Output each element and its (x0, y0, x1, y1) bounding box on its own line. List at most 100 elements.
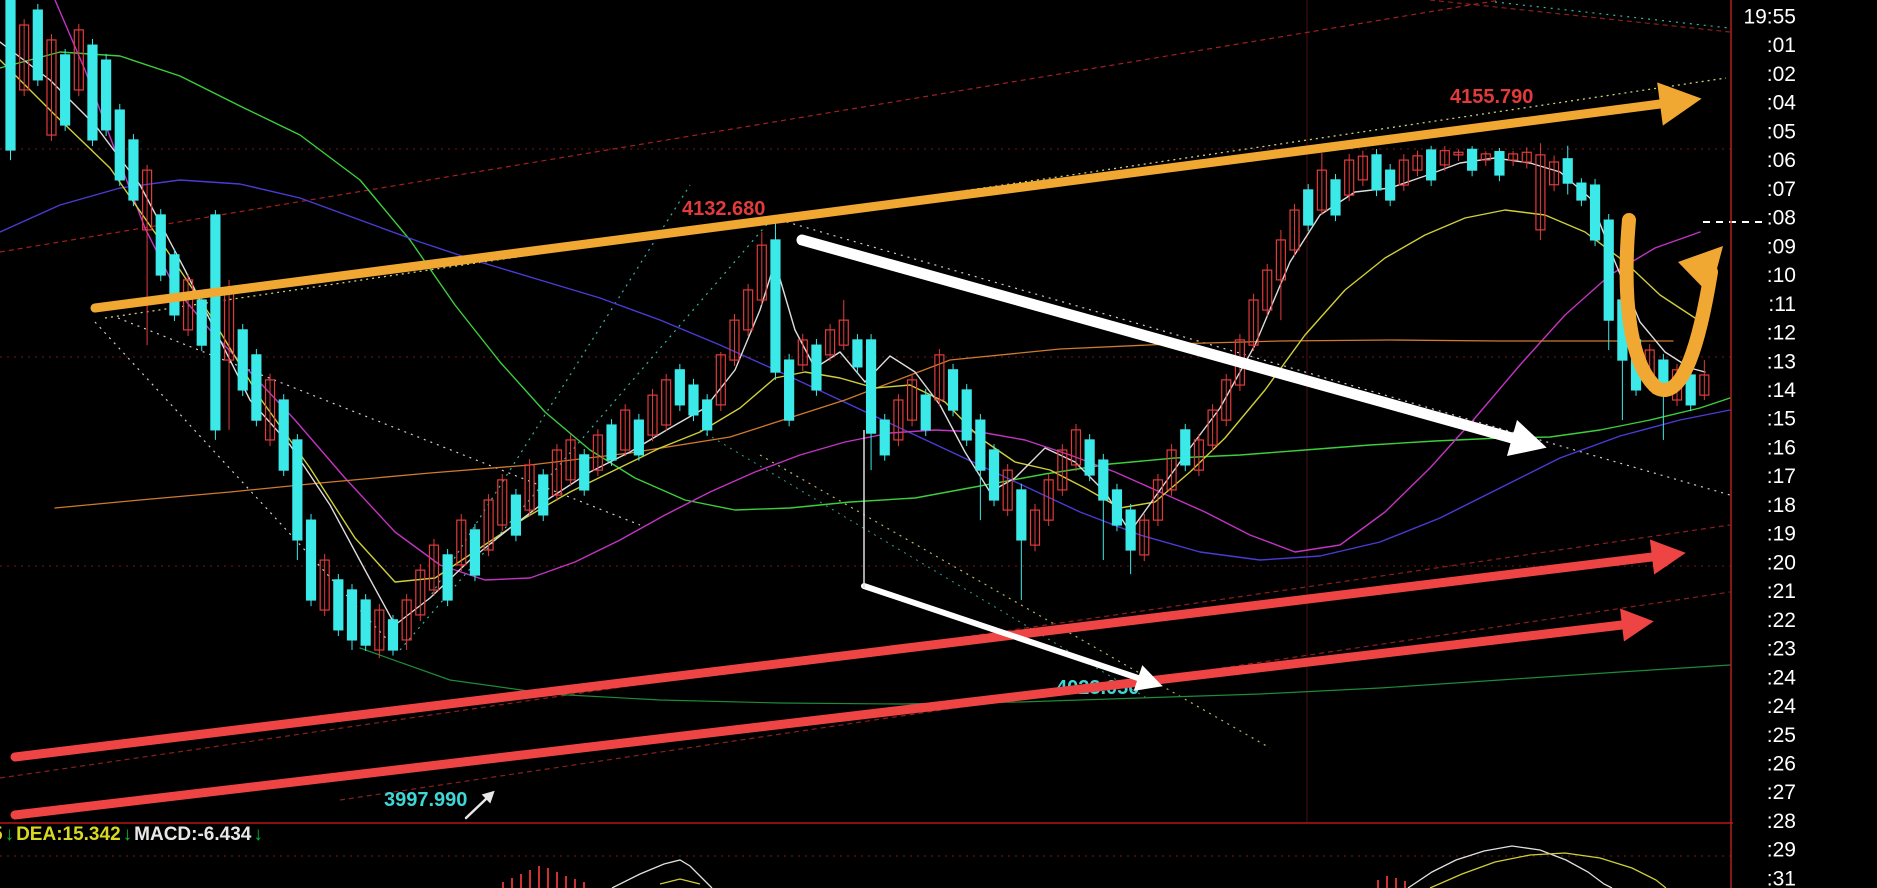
candle-bearish (920, 394, 931, 431)
candle-bullish (1316, 169, 1327, 211)
time-axis-label[interactable]: 19:55 (1743, 6, 1796, 29)
drawn-arrow-red-upper-head[interactable] (1649, 539, 1686, 575)
time-axis-label[interactable]: :27 (1767, 781, 1796, 804)
drawn-arrow-orange-hook-head[interactable] (1678, 246, 1723, 295)
ma-white (0, 41, 1706, 626)
trendline-red-dash-rising[interactable] (0, 0, 1501, 253)
drawn-arrow-red-upper[interactable] (10, 552, 1657, 762)
time-axis-label[interactable]: :07 (1767, 178, 1796, 201)
price-label: 3997.990 (384, 789, 467, 811)
candle-bullish (1193, 439, 1205, 471)
trendline-white-dotted-down[interactable] (117, 317, 641, 526)
candle-bearish (210, 214, 221, 431)
drawn-arrow-orange-trend[interactable] (90, 99, 1665, 313)
candle-bearish (346, 589, 358, 641)
candle-bullish (1439, 150, 1450, 166)
time-axis-label[interactable]: :08 (1767, 207, 1796, 230)
time-axis-label[interactable]: :28 (1767, 810, 1796, 833)
candle-bullish (428, 544, 440, 591)
candle-bullish (838, 319, 849, 346)
candle-bearish (169, 254, 180, 316)
time-axis-label[interactable]: :01 (1767, 34, 1796, 57)
drawn-arrow-orange-hook[interactable] (1619, 213, 1718, 397)
time-axis-label[interactable]: :29 (1767, 839, 1796, 862)
time-axis-label[interactable]: :22 (1767, 609, 1796, 632)
drawn-arrow-orange-trend-head[interactable] (1657, 82, 1702, 126)
drawn-arrow-white-small[interactable] (861, 583, 1141, 681)
time-axis-label[interactable]: :02 (1767, 63, 1796, 86)
time-axis-label[interactable]: :23 (1767, 638, 1796, 661)
time-axis-label[interactable]: :12 (1767, 322, 1796, 345)
time-axis-label[interactable]: :10 (1767, 264, 1796, 287)
candle-bullish (934, 354, 945, 401)
time-axis-label[interactable]: :20 (1767, 551, 1796, 574)
time-axis-label[interactable]: :17 (1767, 465, 1796, 488)
price-label: 4155.790 (1450, 86, 1533, 108)
candle-bearish (60, 54, 71, 126)
candle-bullish (524, 464, 535, 511)
time-axis-label[interactable]: :13 (1767, 350, 1796, 373)
candle-bearish (251, 354, 262, 421)
drawn-arrow-white-big[interactable] (796, 234, 1518, 444)
price-label: 4132.680 (682, 198, 765, 220)
time-axis-label[interactable]: :19 (1767, 523, 1796, 546)
candle-bullish (1166, 449, 1177, 491)
trendline-teal-2[interactable] (427, 184, 691, 601)
candle-bearish (155, 214, 166, 276)
candle-bearish (305, 519, 317, 601)
drawn-arrow-white-tiny-head[interactable] (481, 790, 495, 804)
candle-bullish (1344, 159, 1355, 196)
candle-bullish (1002, 469, 1013, 511)
trendline-teal-3[interactable] (1494, 1, 1730, 29)
indicator-value: ↓ (122, 824, 133, 845)
candle-bullish (661, 379, 672, 426)
trendline-red-dash-topright[interactable] (1429, 0, 1731, 33)
macd-dif-left-line (611, 859, 713, 888)
candle-bearish (1016, 489, 1027, 541)
candle-bearish (770, 239, 781, 373)
candle-bullish (1507, 153, 1519, 161)
candle-bearish (1494, 151, 1505, 176)
trendline-teal-1[interactable] (399, 214, 776, 651)
candle-bullish (1070, 429, 1082, 466)
candle-bullish (1262, 269, 1273, 311)
candle-bullish (1207, 409, 1218, 446)
time-axis-label[interactable]: :04 (1767, 92, 1797, 115)
candle-bullish (319, 559, 330, 611)
candle-bullish (1699, 374, 1710, 396)
time-axis-label[interactable]: :14 (1767, 379, 1797, 402)
drawn-arrow-white-tiny[interactable] (464, 797, 488, 820)
candle-bearish (674, 369, 685, 406)
time-axis-label[interactable]: :09 (1767, 235, 1796, 258)
candle-bullish (142, 169, 153, 231)
time-axis-label[interactable]: :21 (1767, 580, 1796, 603)
time-axis-label[interactable]: :16 (1767, 436, 1796, 459)
time-axis-label[interactable]: :24 (1767, 666, 1797, 689)
drawn-arrow-white-small-head[interactable] (1133, 665, 1163, 691)
macd-dif-right-line (1407, 845, 1613, 888)
candle-bullish (1453, 151, 1464, 156)
candle-bearish (387, 619, 399, 651)
candle-bearish (510, 494, 522, 536)
time-axis-label[interactable]: :18 (1767, 494, 1796, 517)
time-axis-label[interactable]: :25 (1767, 724, 1796, 747)
time-axis-label[interactable]: :06 (1767, 149, 1796, 172)
time-axis-label[interactable]: :24 (1767, 695, 1797, 718)
candle-bullish (906, 379, 918, 421)
candle-bearish (1330, 179, 1341, 216)
time-axis-label[interactable]: :26 (1767, 752, 1796, 775)
time-axis-label[interactable]: :05 (1767, 120, 1796, 143)
trendline-yellow-dotted-mid[interactable] (759, 454, 1271, 749)
time-axis-label[interactable]: :15 (1767, 408, 1796, 431)
candle-bearish (333, 579, 344, 631)
drawn-arrow-white-big-head[interactable] (1506, 419, 1547, 457)
candle-bearish (879, 419, 890, 456)
time-axis-label[interactable]: :11 (1768, 293, 1796, 316)
candle-bullish (1535, 154, 1546, 231)
drawn-arrow-red-lower[interactable] (10, 620, 1627, 820)
drawn-arrow-red-lower-head[interactable] (1620, 608, 1654, 642)
time-axis-label[interactable]: :31 (1767, 867, 1796, 888)
candle-bearish (633, 419, 644, 456)
trendline-white-dotted-apex-right[interactable] (772, 217, 1731, 496)
